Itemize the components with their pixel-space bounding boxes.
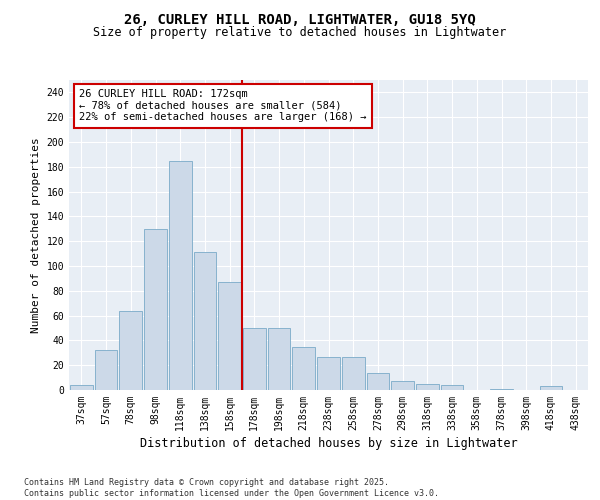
X-axis label: Distribution of detached houses by size in Lightwater: Distribution of detached houses by size … [140,437,517,450]
Y-axis label: Number of detached properties: Number of detached properties [31,137,41,333]
Bar [119,310,142,390]
Bar [95,350,118,390]
Bar [243,328,266,390]
Text: 26 CURLEY HILL ROAD: 172sqm
← 78% of detached houses are smaller (584)
22% of se: 26 CURLEY HILL ROAD: 172sqm ← 78% of det… [79,90,367,122]
Bar [342,356,365,390]
Bar [169,160,191,390]
Bar [70,385,93,390]
Bar [144,229,167,390]
Bar [416,384,439,390]
Bar [218,282,241,390]
Bar [490,389,513,390]
Bar [391,382,414,390]
Bar [441,385,463,390]
Text: Contains HM Land Registry data © Crown copyright and database right 2025.
Contai: Contains HM Land Registry data © Crown c… [24,478,439,498]
Bar [317,356,340,390]
Bar [367,372,389,390]
Bar [268,328,290,390]
Bar [292,346,315,390]
Bar [194,252,216,390]
Text: 26, CURLEY HILL ROAD, LIGHTWATER, GU18 5YQ: 26, CURLEY HILL ROAD, LIGHTWATER, GU18 5… [124,12,476,26]
Text: Size of property relative to detached houses in Lightwater: Size of property relative to detached ho… [94,26,506,39]
Bar [539,386,562,390]
